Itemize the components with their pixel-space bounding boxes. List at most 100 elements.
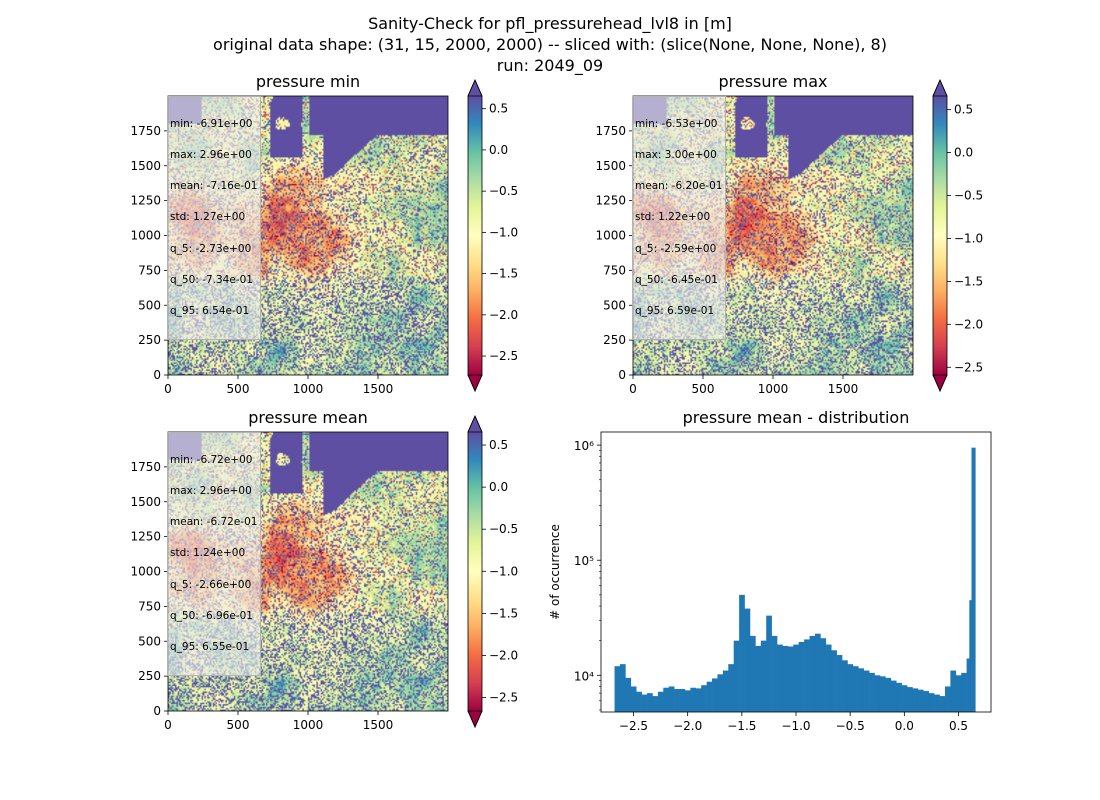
stat-q5: q_5: -2.59e+00	[635, 242, 717, 255]
histogram-panel: −2.5 −2.0 −1.5 −1.0 −0.5 0.0 0.5 10⁴ 10⁵ 10⁶ # of …	[548, 431, 992, 733]
histogram-bar	[684, 690, 691, 712]
histogram-bar	[712, 678, 718, 712]
stat-min: min: -6.91e+00	[170, 117, 253, 130]
y-tick-label: 1000	[595, 229, 626, 243]
colorbar-tick-label: −2.5	[489, 349, 518, 363]
x-tick-label: 0.5	[949, 719, 968, 733]
histogram-bar	[733, 640, 740, 712]
y-tick-label: 1000	[130, 565, 161, 579]
histogram-bar	[760, 640, 767, 712]
stat-min: min: -6.53e+00	[635, 117, 718, 130]
y-tick-label: 0	[153, 368, 161, 382]
colorbar-tick-label: −2.5	[489, 691, 518, 705]
stat-q50: q_50: -6.96e-01	[170, 609, 253, 622]
colorbar-tick-label: 0.5	[489, 102, 508, 116]
colorbar-extend-min	[467, 710, 483, 728]
histogram-bar	[907, 687, 913, 712]
y-tick-label: 10⁶	[574, 439, 594, 453]
y-tick-label: 500	[138, 634, 161, 648]
histogram-bar	[755, 645, 762, 712]
y-tick-label: 0	[618, 368, 626, 382]
stats-box-pressure-max: min: -6.53e+00 max: 3.00e+00 mean: -6.20…	[632, 96, 727, 341]
colorbar-tick-label: −2.0	[489, 308, 518, 322]
histogram-bar	[657, 691, 664, 712]
x-tick-label: 0.0	[895, 719, 914, 733]
colorbar-outline	[467, 415, 483, 728]
stat-q95: q_95: 6.59e-01	[635, 305, 715, 318]
histogram-bar	[619, 664, 626, 712]
histogram-bar	[614, 666, 621, 712]
histogram-bar	[939, 696, 946, 712]
figure-title-line-3: run: 2049_09	[496, 56, 604, 75]
y-tick-label: 750	[603, 263, 626, 277]
x-tick-label: 1500	[363, 382, 394, 396]
y-tick-label: 1250	[595, 194, 626, 208]
stat-q50: q_50: -6.45e-01	[635, 273, 718, 286]
y-tick-label: 1250	[130, 194, 161, 208]
y-tick-label: 750	[138, 599, 161, 613]
y-tick-label: 750	[138, 263, 161, 277]
colorbar-outline	[467, 79, 483, 392]
colorbar-tick-label: 0.0	[954, 146, 973, 160]
x-tick-label: 500	[227, 718, 250, 732]
colorbar-tick-label: −1.0	[489, 225, 518, 239]
colorbar-body	[468, 432, 482, 711]
histogram-bar	[695, 688, 702, 712]
x-tick-label: −2.5	[619, 719, 648, 733]
y-tick-label: 1500	[595, 159, 626, 173]
colorbar-extend-min	[932, 374, 948, 392]
histogram-bar	[782, 645, 789, 712]
histogram-bar	[706, 681, 713, 712]
histogram-bar	[771, 635, 778, 712]
histogram-bar	[955, 675, 962, 712]
colorbar-tick-label: −0.5	[489, 184, 518, 198]
colorbar-body	[933, 96, 947, 375]
x-tick-label: 1500	[363, 718, 394, 732]
x-tick-label: 1000	[758, 382, 789, 396]
histogram-bar	[804, 639, 810, 712]
colorbar: 0.5 0.0 −0.5 −1.0 −1.5 −2.0 −2.5	[467, 415, 518, 728]
y-tick-label: 1250	[130, 530, 161, 544]
x-tick-label: −0.5	[836, 719, 865, 733]
y-tick-label: 250	[138, 669, 161, 683]
histogram-bar	[950, 670, 957, 712]
y-tick-label: 1500	[130, 159, 161, 173]
histogram-bar	[787, 646, 794, 712]
histogram-bar	[793, 644, 800, 712]
histogram-bar	[874, 675, 881, 712]
stat-std: std: 1.27e+00	[170, 211, 246, 224]
panel-title-pressure-min: pressure min	[255, 72, 361, 91]
stat-q5: q_5: -2.66e+00	[170, 578, 252, 591]
histogram-bar	[630, 686, 637, 712]
y-tick-label: 1000	[130, 229, 161, 243]
stat-max: max: 3.00e+00	[635, 149, 717, 162]
histogram-bar	[896, 682, 902, 712]
histogram-bar	[717, 674, 724, 712]
colorbar-extend-max	[467, 79, 483, 97]
y-tick-label: 250	[138, 333, 161, 347]
histogram-bar	[923, 691, 930, 712]
histogram-bar	[728, 664, 735, 712]
y-tick-label: 10⁴	[574, 669, 594, 683]
x-tick-label: 500	[227, 382, 250, 396]
colorbar-tick-label: −1.5	[489, 606, 518, 620]
histogram-bar	[641, 694, 648, 712]
x-tick-label: −1.0	[781, 719, 810, 733]
colorbar: 0.5 0.0 −0.5 −1.0 −1.5 −2.0 −2.5	[932, 79, 983, 392]
histogram-bar	[674, 689, 680, 712]
histogram-bar	[652, 696, 659, 712]
stat-mean: mean: -6.72e-01	[170, 516, 258, 529]
histogram-bar	[722, 670, 729, 712]
x-tick-label: 1000	[293, 718, 324, 732]
histogram-bar	[798, 641, 805, 712]
histogram-bar	[852, 666, 859, 712]
stat-q5: q_5: -2.73e+00	[170, 242, 252, 255]
histogram-bar	[885, 677, 892, 712]
histogram-bar	[663, 687, 670, 712]
colorbar-tick-label: −0.5	[954, 189, 983, 203]
histogram-bar	[625, 677, 632, 712]
stats-box-pressure-mean: min: -6.72e+00 max: 2.96e+00 mean: -6.72…	[167, 432, 262, 677]
x-tick-label: 1500	[828, 382, 859, 396]
histogram-bar	[647, 693, 653, 712]
